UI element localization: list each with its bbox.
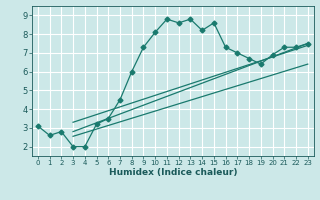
- X-axis label: Humidex (Indice chaleur): Humidex (Indice chaleur): [108, 168, 237, 177]
